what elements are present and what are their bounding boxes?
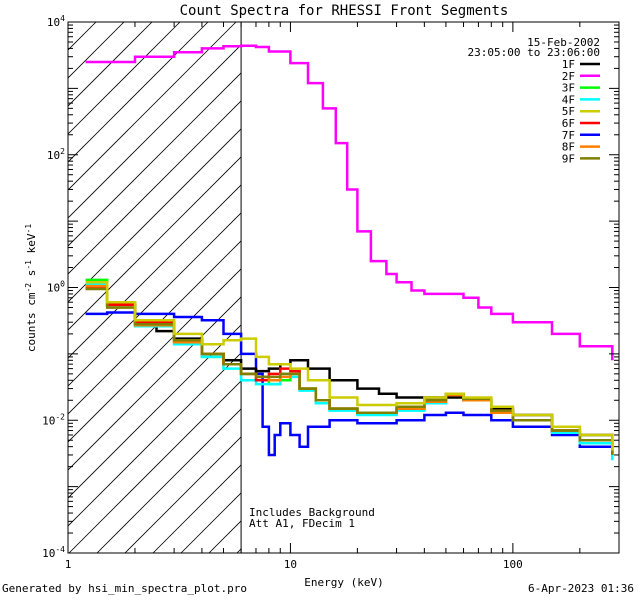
annotation-attenuator: Att A1, FDecim 1 bbox=[249, 517, 355, 530]
date-label: 15-Feb-2002 bbox=[527, 36, 600, 49]
x-tick-label: 1 bbox=[65, 558, 72, 571]
y-axis-label: counts cm-2 s-1 keV-1 bbox=[24, 224, 38, 352]
legend-label-1F: 1F bbox=[562, 58, 575, 71]
legend-label-4F: 4F bbox=[562, 93, 575, 106]
y-tick-label: 10-4 bbox=[42, 545, 65, 560]
legend-label-6F: 6F bbox=[562, 117, 575, 130]
annotation-background: Includes Background bbox=[249, 506, 375, 519]
legend-label-8F: 8F bbox=[562, 141, 575, 154]
excluded-region-hatch bbox=[68, 22, 242, 553]
series-line-5F bbox=[85, 280, 614, 451]
footer-generator: Generated by hsi_min_spectra_plot.pro bbox=[2, 582, 248, 595]
series-line-7F bbox=[85, 311, 614, 457]
y-tick-label: 10-2 bbox=[42, 412, 65, 427]
legend-label-5F: 5F bbox=[562, 105, 575, 118]
x-axis-label: Energy (keV) bbox=[304, 576, 383, 589]
legend-label-3F: 3F bbox=[562, 82, 575, 95]
legend-label-7F: 7F bbox=[562, 129, 575, 142]
series-line-2F bbox=[85, 44, 614, 361]
hatch-lines bbox=[68, 22, 242, 553]
legend-label-9F: 9F bbox=[562, 152, 575, 165]
y-tick-label: 100 bbox=[47, 280, 65, 295]
footer-timestamp: 6-Apr-2023 01:36 bbox=[528, 582, 634, 595]
x-tick-label: 10 bbox=[284, 558, 297, 571]
x-tick-label: 100 bbox=[503, 558, 523, 571]
chart-title: Count Spectra for RHESSI Front Segments bbox=[180, 3, 509, 19]
legend-label-2F: 2F bbox=[562, 70, 575, 83]
y-tick-label: 104 bbox=[47, 14, 65, 29]
time-range-label: 23:05:00 to 23:06:00 bbox=[468, 46, 600, 59]
y-tick-label: 102 bbox=[47, 147, 65, 162]
